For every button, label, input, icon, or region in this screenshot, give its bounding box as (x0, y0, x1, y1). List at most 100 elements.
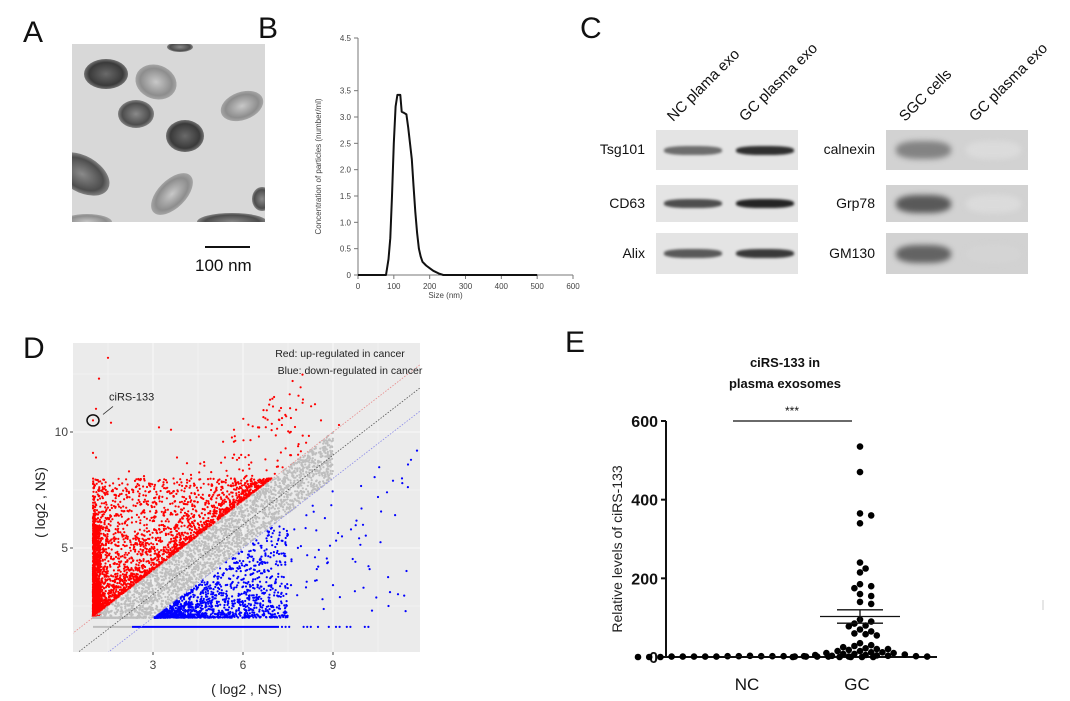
not-significant-point (181, 575, 184, 578)
up-regulated-point (220, 461, 223, 464)
up-regulated-point (190, 492, 193, 495)
up-regulated-point (310, 405, 313, 408)
up-regulated-point (237, 481, 240, 484)
not-significant-point (198, 575, 201, 579)
protein-band (736, 199, 794, 208)
up-regulated-point (115, 578, 118, 581)
up-regulated-point (92, 486, 95, 489)
up-regulated-point (206, 478, 210, 481)
not-significant-point (166, 598, 169, 601)
not-significant-point (126, 594, 129, 597)
up-regulated-point (95, 482, 98, 485)
not-significant-point (318, 474, 321, 477)
up-regulated-point (108, 509, 111, 512)
up-regulated-point (143, 515, 146, 519)
up-regulated-point (237, 501, 240, 504)
not-significant-point (134, 599, 137, 602)
up-regulated-point (130, 516, 133, 519)
up-regulated-point (197, 493, 200, 496)
up-regulated-point (145, 485, 149, 489)
up-regulated-point (179, 478, 182, 481)
up-regulated-point (162, 546, 165, 549)
not-significant-point (324, 451, 327, 455)
lane-label: GC plasma exo (735, 39, 822, 126)
up-regulated-point (117, 537, 120, 540)
up-regulated-point (117, 566, 120, 569)
up-regulated-point (264, 458, 267, 461)
up-regulated-point (133, 530, 136, 533)
up-regulated-point (179, 546, 182, 549)
up-regulated-point (118, 557, 121, 560)
up-regulated-point (133, 545, 136, 548)
up-regulated-point (92, 509, 96, 512)
up-regulated-point (210, 471, 213, 474)
up-regulated-point (127, 491, 131, 495)
up-regulated-point (244, 493, 247, 497)
up-regulated-point (94, 532, 97, 535)
up-regulated-point (182, 496, 186, 499)
up-regulated-point (175, 456, 179, 459)
up-regulated-point (181, 508, 184, 511)
up-regulated-point (293, 425, 297, 429)
up-regulated-point (117, 494, 120, 498)
up-regulated-point (149, 510, 152, 513)
up-regulated-point (190, 525, 193, 528)
up-regulated-point (110, 588, 113, 591)
not-significant-point (272, 506, 275, 509)
up-regulated-point (189, 517, 192, 520)
up-regulated-point (121, 555, 124, 558)
up-regulated-point (139, 522, 142, 525)
up-regulated-point (97, 564, 100, 567)
up-regulated-point (243, 477, 246, 480)
up-regulated-point (180, 481, 183, 484)
not-significant-point (329, 449, 332, 452)
up-regulated-point (113, 538, 116, 541)
up-regulated-point (192, 536, 195, 539)
not-significant-point (197, 544, 200, 547)
up-regulated-point (251, 425, 254, 428)
not-significant-point (200, 543, 203, 546)
right-blot-gm130 (886, 233, 1028, 274)
not-significant-point (120, 603, 123, 606)
up-regulated-point (165, 533, 168, 536)
up-regulated-point (92, 507, 95, 510)
up-regulated-point (125, 534, 128, 537)
blot-row-label: Grp78 (836, 194, 875, 211)
up-regulated-point (229, 484, 233, 487)
up-regulated-point (152, 558, 155, 561)
up-regulated-point (101, 488, 104, 491)
up-regulated-point (136, 553, 139, 556)
size-distribution-line (358, 93, 538, 276)
up-regulated-point (160, 556, 163, 559)
up-regulated-point (123, 556, 126, 559)
up-regulated-point (164, 509, 167, 512)
up-regulated-point (113, 561, 116, 565)
up-regulated-point (96, 540, 99, 543)
up-regulated-point (188, 486, 191, 489)
up-regulated-point (216, 517, 219, 520)
y-tick-label: 4.5 (340, 34, 352, 43)
up-regulated-point (183, 487, 186, 490)
up-regulated-point (101, 559, 104, 562)
up-regulated-point (125, 544, 128, 547)
up-regulated-point (102, 544, 105, 547)
up-regulated-point (117, 577, 120, 581)
protein-band (966, 194, 1021, 213)
up-regulated-point (119, 500, 122, 503)
up-regulated-point (138, 528, 141, 531)
up-regulated-point (269, 398, 272, 401)
up-regulated-point (212, 518, 215, 521)
up-regulated-point (111, 490, 114, 493)
up-regulated-point (114, 500, 117, 503)
up-regulated-point (108, 563, 112, 567)
not-significant-point (140, 594, 143, 597)
up-regulated-point (148, 561, 151, 565)
up-regulated-point (94, 578, 97, 581)
not-significant-point (194, 552, 197, 555)
up-regulated-point (134, 486, 137, 489)
up-regulated-point (262, 477, 265, 481)
not-significant-point (305, 478, 308, 481)
up-regulated-point (144, 542, 147, 545)
up-regulated-point (159, 536, 162, 539)
up-regulated-point (95, 536, 98, 540)
